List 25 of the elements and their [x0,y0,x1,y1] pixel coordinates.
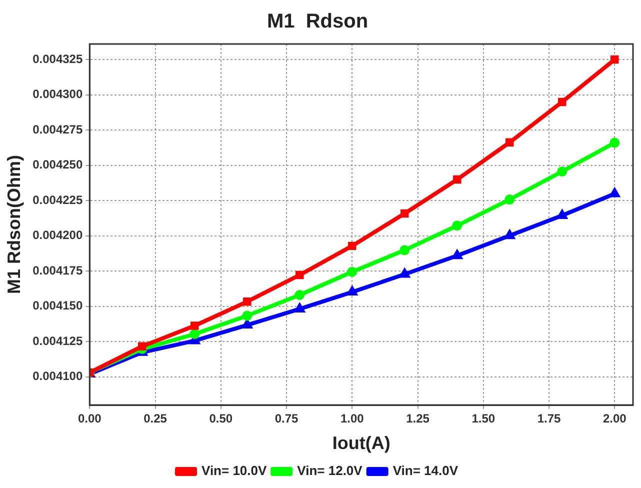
x-tick-label: 1.25 [406,412,430,426]
x-tick-label: 0.50 [209,412,233,426]
chart-title: M1 Rdson [266,10,368,33]
y-tick-label: 0.004275 [32,122,83,136]
x-axis-title: Iout(A) [332,433,390,454]
x-tick-label: 0.00 [78,412,102,426]
y-tick-label: 0.004200 [32,228,83,242]
y-tick-label: 0.004325 [32,52,83,66]
legend-label: Vin= 10.0V [202,463,267,478]
x-tick-label: 1.75 [537,412,562,426]
x-tick-label: 1.00 [340,412,364,426]
y-tick-label: 0.004225 [32,192,83,207]
y-tick-label: 0.004150 [32,298,83,313]
x-tick-label: 0.25 [144,412,168,426]
y-axis-title: M1 Rdson(Ohm) [4,155,24,294]
x-tick-label: 1.50 [472,412,496,426]
y-tick-label: 0.004125 [32,334,83,348]
y-tick-label: 0.004250 [32,158,83,172]
y-tick-label: 0.004100 [32,369,83,384]
legend-label: Vin= 14.0V [392,463,458,478]
x-tick-label: 2.00 [602,412,627,426]
y-tick-label: 0.004175 [32,263,83,278]
y-tick-label: 0.004300 [32,87,83,102]
legend-label: Vin= 12.0V [297,463,363,478]
x-tick-label: 0.75 [274,412,299,426]
